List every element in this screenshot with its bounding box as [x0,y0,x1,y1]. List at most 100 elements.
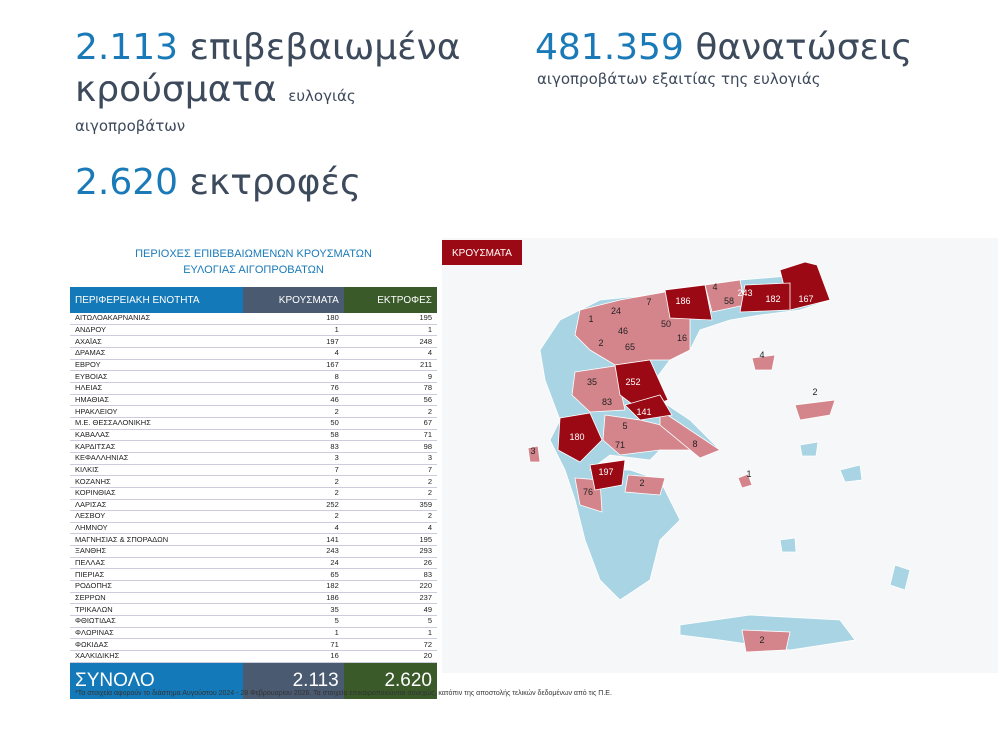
table-row: ΚΑΒΑΛΑΣ 58 71 [70,429,437,442]
map-legend: ΚΡΟΥΣΜΑΤΑ [452,248,512,259]
map-label: 3 [530,446,535,456]
cases: 1 [243,324,344,337]
cases-sub: αιγοπροβάτων [75,117,186,135]
map-label: 7 [646,297,651,307]
region: ΗΡΑΚΛΕΙΟΥ [70,405,243,418]
farms: 72 [343,638,437,652]
region: ΠΕΛΛΑΣ [70,557,243,570]
total-label: ΣΥΝΟΛΟ [70,662,243,699]
farms: 5 [343,615,437,628]
table-row: ΛΕΣΒΟΥ 2 2 [70,510,437,523]
table-row: ΔΡΑΜΑΣ 4 4 [70,347,437,360]
cases: 243 [243,545,344,558]
table-row: ΦΛΩΡΙΝΑΣ 1 1 [70,627,437,640]
farms: 1 [343,627,437,640]
table-row: ΚΟΖΑΝΗΣ 2 2 [70,475,437,488]
table-row: ΛΗΜΝΟΥ 4 4 [70,522,437,535]
table-row: ΦΩΚΙΔΑΣ 71 72 [70,638,437,652]
farms: 3 [343,452,437,465]
farms-headline: 2.620 εκτροφές [75,162,362,203]
farms: 2 [343,405,437,418]
farms: 98 [343,440,437,453]
region: ΦΘΙΩΤΙΔΑΣ [70,615,243,628]
cases: 3 [243,452,344,465]
farms: 4 [343,522,437,535]
table-row: ΚΟΡΙΝΘΙΑΣ 2 2 [70,487,437,500]
col-header: ΕΚΤΡΟΦΕΣ [343,287,437,313]
farms: 71 [343,429,437,442]
footnote: *Τα στοιχεία αφορούν το διάστημα Αυγούστ… [75,690,612,697]
table-row: ΛΑΡΙΣΑΣ 252 359 [70,499,437,512]
farms: 2 [343,487,437,500]
farms: 49 [343,603,437,617]
farms: 78 [343,382,437,395]
farms: 83 [343,568,437,582]
total-farms: 2.620 [343,662,437,699]
cases: 71 [243,638,344,652]
map-label: 180 [569,432,584,442]
farms: 2 [343,510,437,523]
cases-headline-2: κρούσματα ευλογιάς [75,69,356,110]
region: ΕΒΡΟΥ [70,359,243,372]
map-label: 16 [677,333,687,343]
deaths-headline: 481.359 θανατώσεις [535,27,913,68]
table-row: ΞΑΝΘΗΣ 243 293 [70,545,437,558]
farms: 67 [343,417,437,430]
table-row: ΚΑΡΔΙΤΣΑΣ 83 98 [70,440,437,453]
region: ΗΛΕΙΑΣ [70,382,243,395]
col-header: ΚΡΟΥΣΜΑΤΑ [243,287,344,313]
cases: 2 [243,487,344,500]
total-cases: 2.113 [243,662,344,699]
region: ΚΑΒΑΛΑΣ [70,429,243,442]
cases-headline: 2.113 επιβεβαιωμένα [75,27,461,68]
cases: 252 [243,499,344,512]
map-label: 141 [636,407,651,417]
cases: 167 [243,359,344,372]
region: ΚΟΖΑΝΗΣ [70,475,243,488]
table-row: ΑΝΔΡΟΥ 1 1 [70,324,437,337]
table-row: ΗΡΑΚΛΕΙΟΥ 2 2 [70,405,437,418]
table-row: ΚΕΦΑΛΛΗΝΙΑΣ 3 3 [70,452,437,465]
table: ΠΕΡΙΦΕΡΕΙΑΚΗ ΕΝΟΤΗΤΑ ΚΡΟΥΣΜΑΤΑ ΕΚΤΡΟΦΕΣ … [70,287,437,699]
deaths-sub: αιγοπροβάτων εξαιτίας της ευλογιάς [537,70,821,88]
region: ΧΑΛΚΙΔΙΚΗΣ [70,650,243,663]
map-label: 1 [588,314,593,324]
region: ΑΧΑΪΑΣ [70,335,243,348]
region: ΚΙΛΚΙΣ [70,464,243,477]
map-label: 252 [625,377,640,387]
map-label: 167 [798,294,813,304]
cases: 7 [243,464,344,477]
table-row: ΠΕΛΛΑΣ 24 26 [70,557,437,570]
table-row: ΕΒΡΟΥ 167 211 [70,359,437,372]
table-row: ΧΑΛΚΙΔΙΚΗΣ 16 20 [70,650,437,663]
cases: 4 [243,347,344,360]
cases: 58 [243,429,344,442]
cases: 76 [243,382,344,395]
farms: 293 [343,545,437,558]
map-label: 4 [712,282,717,292]
farms: 359 [343,499,437,512]
map-label: 83 [602,397,612,407]
region: ΕΥΒΟΙΑΣ [70,370,243,383]
region: ΛΑΡΙΣΑΣ [70,499,243,512]
map-label: 2 [598,338,603,348]
table-row: ΑΙΤΩΛΟΑΚΑΡΝΑΝΙΑΣ 180 195 [70,313,437,325]
farms: 220 [343,580,437,593]
cases: 180 [243,313,344,325]
cases: 2 [243,405,344,418]
region: ΛΗΜΝΟΥ [70,522,243,535]
region: ΜΑΓΝΗΣΙΑΣ & ΣΠΟΡΑΔΩΝ [70,533,243,547]
table-title-2: ΕΥΛΟΓΙΑΣ ΑΙΓΟΠΡΟΒΑΤΩΝ [183,264,324,276]
map-label: 186 [675,296,690,306]
table-row: ΗΛΕΙΑΣ 76 78 [70,382,437,395]
farms: 2 [343,475,437,488]
cases: 2 [243,510,344,523]
region: Μ.Ε. ΘΕΣΣΑΛΟΝΙΚΗΣ [70,417,243,430]
region: ΛΕΣΒΟΥ [70,510,243,523]
table-row: ΕΥΒΟΙΑΣ 8 9 [70,370,437,383]
region: ΠΙΕΡΙΑΣ [70,568,243,582]
map-label: 5 [622,421,627,431]
table-row: ΜΑΓΝΗΣΙΑΣ & ΣΠΟΡΑΔΩΝ 141 195 [70,533,437,547]
farms: 9 [343,370,437,383]
